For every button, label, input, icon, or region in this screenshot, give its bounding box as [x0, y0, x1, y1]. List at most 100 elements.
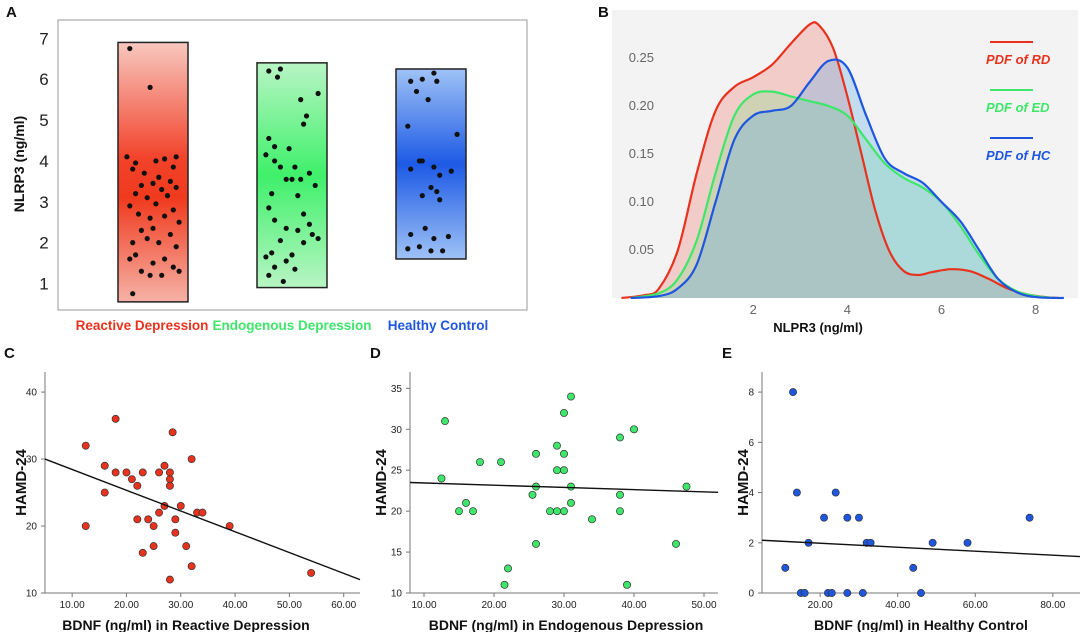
x-tick-label: 20.00: [114, 600, 139, 611]
data-point: [81, 441, 90, 450]
data-point: [307, 568, 316, 577]
x-tick-label: 50.00: [691, 600, 716, 611]
data-point: [144, 235, 150, 242]
data-point: [419, 76, 425, 82]
data-point: [133, 515, 142, 524]
x-tick-label: 40.00: [223, 600, 248, 611]
data-point: [135, 211, 142, 217]
panel-d: D 10 15 20 25 30 35 10.00 20.00 30.00 40.00 50.00 B…: [370, 345, 719, 632]
data-point: [165, 481, 174, 490]
data-point: [528, 490, 537, 499]
x-axis-label: BDNF (ng/ml) in Endogenous Depression: [429, 617, 704, 632]
data-point: [167, 231, 173, 238]
data-point: [303, 113, 310, 119]
data-point: [272, 264, 278, 270]
data-point: [616, 507, 624, 516]
plot-background: [612, 10, 1078, 298]
data-point: [440, 248, 446, 254]
data-point: [272, 158, 278, 164]
data-point: [292, 164, 298, 170]
data-point: [162, 156, 168, 162]
data-point: [301, 121, 307, 127]
data-point: [567, 392, 575, 401]
panel-c: C 10 20 30 40 10.00 20.00 30.00 40.00 50.00 60.00…: [4, 345, 361, 632]
x-tick-label: 40.00: [621, 600, 646, 611]
y-tick-label: 30: [26, 455, 38, 466]
data-point: [405, 246, 411, 252]
data-point: [100, 488, 109, 497]
data-point: [153, 201, 159, 207]
legend-label: PDF of HC: [986, 148, 1051, 163]
x-tick-label: 60.00: [963, 600, 988, 611]
data-point: [274, 74, 281, 80]
data-point: [280, 278, 286, 285]
x-tick-label: 10.00: [60, 600, 85, 611]
data-point: [855, 513, 863, 522]
data-point: [144, 515, 153, 524]
y-tick-label: 30: [391, 425, 403, 436]
panel-a-points: [124, 45, 460, 297]
panel-e: E 0 2 4 6 8 20.00 40.00 60.00 80.00 BDNF (ng/ml) …: [722, 345, 1081, 632]
data-point: [831, 488, 840, 497]
group-label-endogenous-depression: Endogenous Depression: [212, 318, 371, 333]
data-point: [165, 575, 174, 584]
data-point: [476, 458, 484, 466]
data-point: [820, 513, 828, 522]
data-point: [315, 235, 321, 242]
data-point: [315, 90, 321, 97]
data-point: [588, 515, 596, 524]
data-point: [159, 272, 165, 278]
regression-line: [409, 481, 719, 494]
data-point: [567, 499, 575, 507]
data-point: [171, 515, 180, 524]
data-point: [408, 78, 414, 84]
data-point: [124, 154, 130, 160]
data-point: [127, 45, 133, 52]
data-point: [138, 548, 147, 557]
y-tick-label: 25: [391, 466, 403, 477]
density-line-pdf-of-ed: [630, 90, 1055, 300]
panel-c-label: C: [4, 345, 15, 362]
data-point: [434, 188, 440, 195]
data-point: [428, 248, 434, 254]
data-point: [153, 158, 159, 164]
data-point: [170, 207, 176, 213]
data-point: [623, 580, 631, 589]
data-point: [546, 507, 554, 516]
data-point: [408, 231, 414, 238]
data-point: [553, 507, 561, 516]
data-point: [277, 66, 283, 72]
y-tick-label: 7: [39, 29, 48, 48]
x-tick-label: 20.00: [481, 600, 506, 611]
data-point: [301, 240, 307, 246]
x-tick-label: 6: [938, 302, 945, 317]
data-point: [156, 174, 162, 180]
data-point: [150, 180, 156, 186]
data-point: [156, 240, 162, 246]
y-tick-label: 5: [39, 111, 48, 130]
data-point: [532, 449, 540, 458]
panel-b-xlabel: NLPR3 (ng/ml): [773, 320, 863, 335]
data-point: [843, 589, 852, 597]
data-point: [266, 68, 272, 74]
y-tick-label: 20: [391, 507, 403, 518]
data-point: [198, 508, 207, 517]
data-point: [164, 193, 171, 199]
panel-a-ylabel: NLRP3 (ng/ml): [11, 116, 27, 212]
x-tick-label: 50.00: [277, 600, 302, 611]
data-point: [149, 522, 158, 530]
data-point: [127, 256, 133, 262]
data-point: [100, 461, 109, 470]
density-line-pdf-of-hc: [630, 58, 1064, 300]
x-tick-label: 10.00: [411, 600, 436, 611]
data-point: [469, 507, 477, 516]
data-point: [138, 182, 144, 189]
data-point: [283, 176, 289, 182]
x-tick-label: 30.00: [551, 600, 576, 611]
y-axis-label: HAMD-24: [373, 449, 390, 516]
data-point: [306, 221, 312, 227]
y-tick-label: 6: [748, 438, 754, 449]
panel-c-plot: 10 20 30 40 10.00 20.00 30.00 40.00 50.00 60.00 BD…: [13, 372, 361, 632]
legend-label: PDF of ED: [986, 100, 1050, 115]
